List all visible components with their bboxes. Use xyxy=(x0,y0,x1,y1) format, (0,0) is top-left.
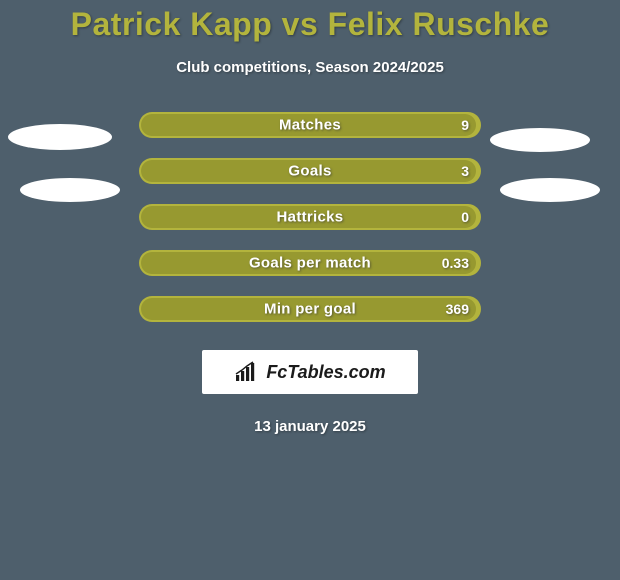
stat-bar-fill xyxy=(141,160,476,182)
stat-bar: Goals per match0.33 xyxy=(139,250,481,276)
decor-ellipse xyxy=(490,128,590,152)
stat-bar: Matches9 xyxy=(139,112,481,138)
decor-ellipse xyxy=(8,124,112,150)
logo-box: FcTables.com xyxy=(202,350,418,394)
date-text: 13 january 2025 xyxy=(0,418,620,435)
logo-text: FcTables.com xyxy=(266,362,385,383)
comparison-infographic: Patrick Kapp vs Felix Ruschke Club compe… xyxy=(0,0,620,580)
stat-bar-fill xyxy=(141,206,476,228)
chart-bars-icon xyxy=(234,361,260,383)
page-title: Patrick Kapp vs Felix Ruschke xyxy=(0,0,620,43)
decor-ellipse xyxy=(20,178,120,202)
page-subtitle: Club competitions, Season 2024/2025 xyxy=(0,59,620,76)
decor-ellipse xyxy=(500,178,600,202)
stat-bar: Goals3 xyxy=(139,158,481,184)
stat-bar: Min per goal369 xyxy=(139,296,481,322)
stat-bar: Hattricks0 xyxy=(139,204,481,230)
stat-bar-fill xyxy=(141,114,476,136)
stat-bar-fill xyxy=(141,252,476,274)
stat-bar-fill xyxy=(141,298,476,320)
